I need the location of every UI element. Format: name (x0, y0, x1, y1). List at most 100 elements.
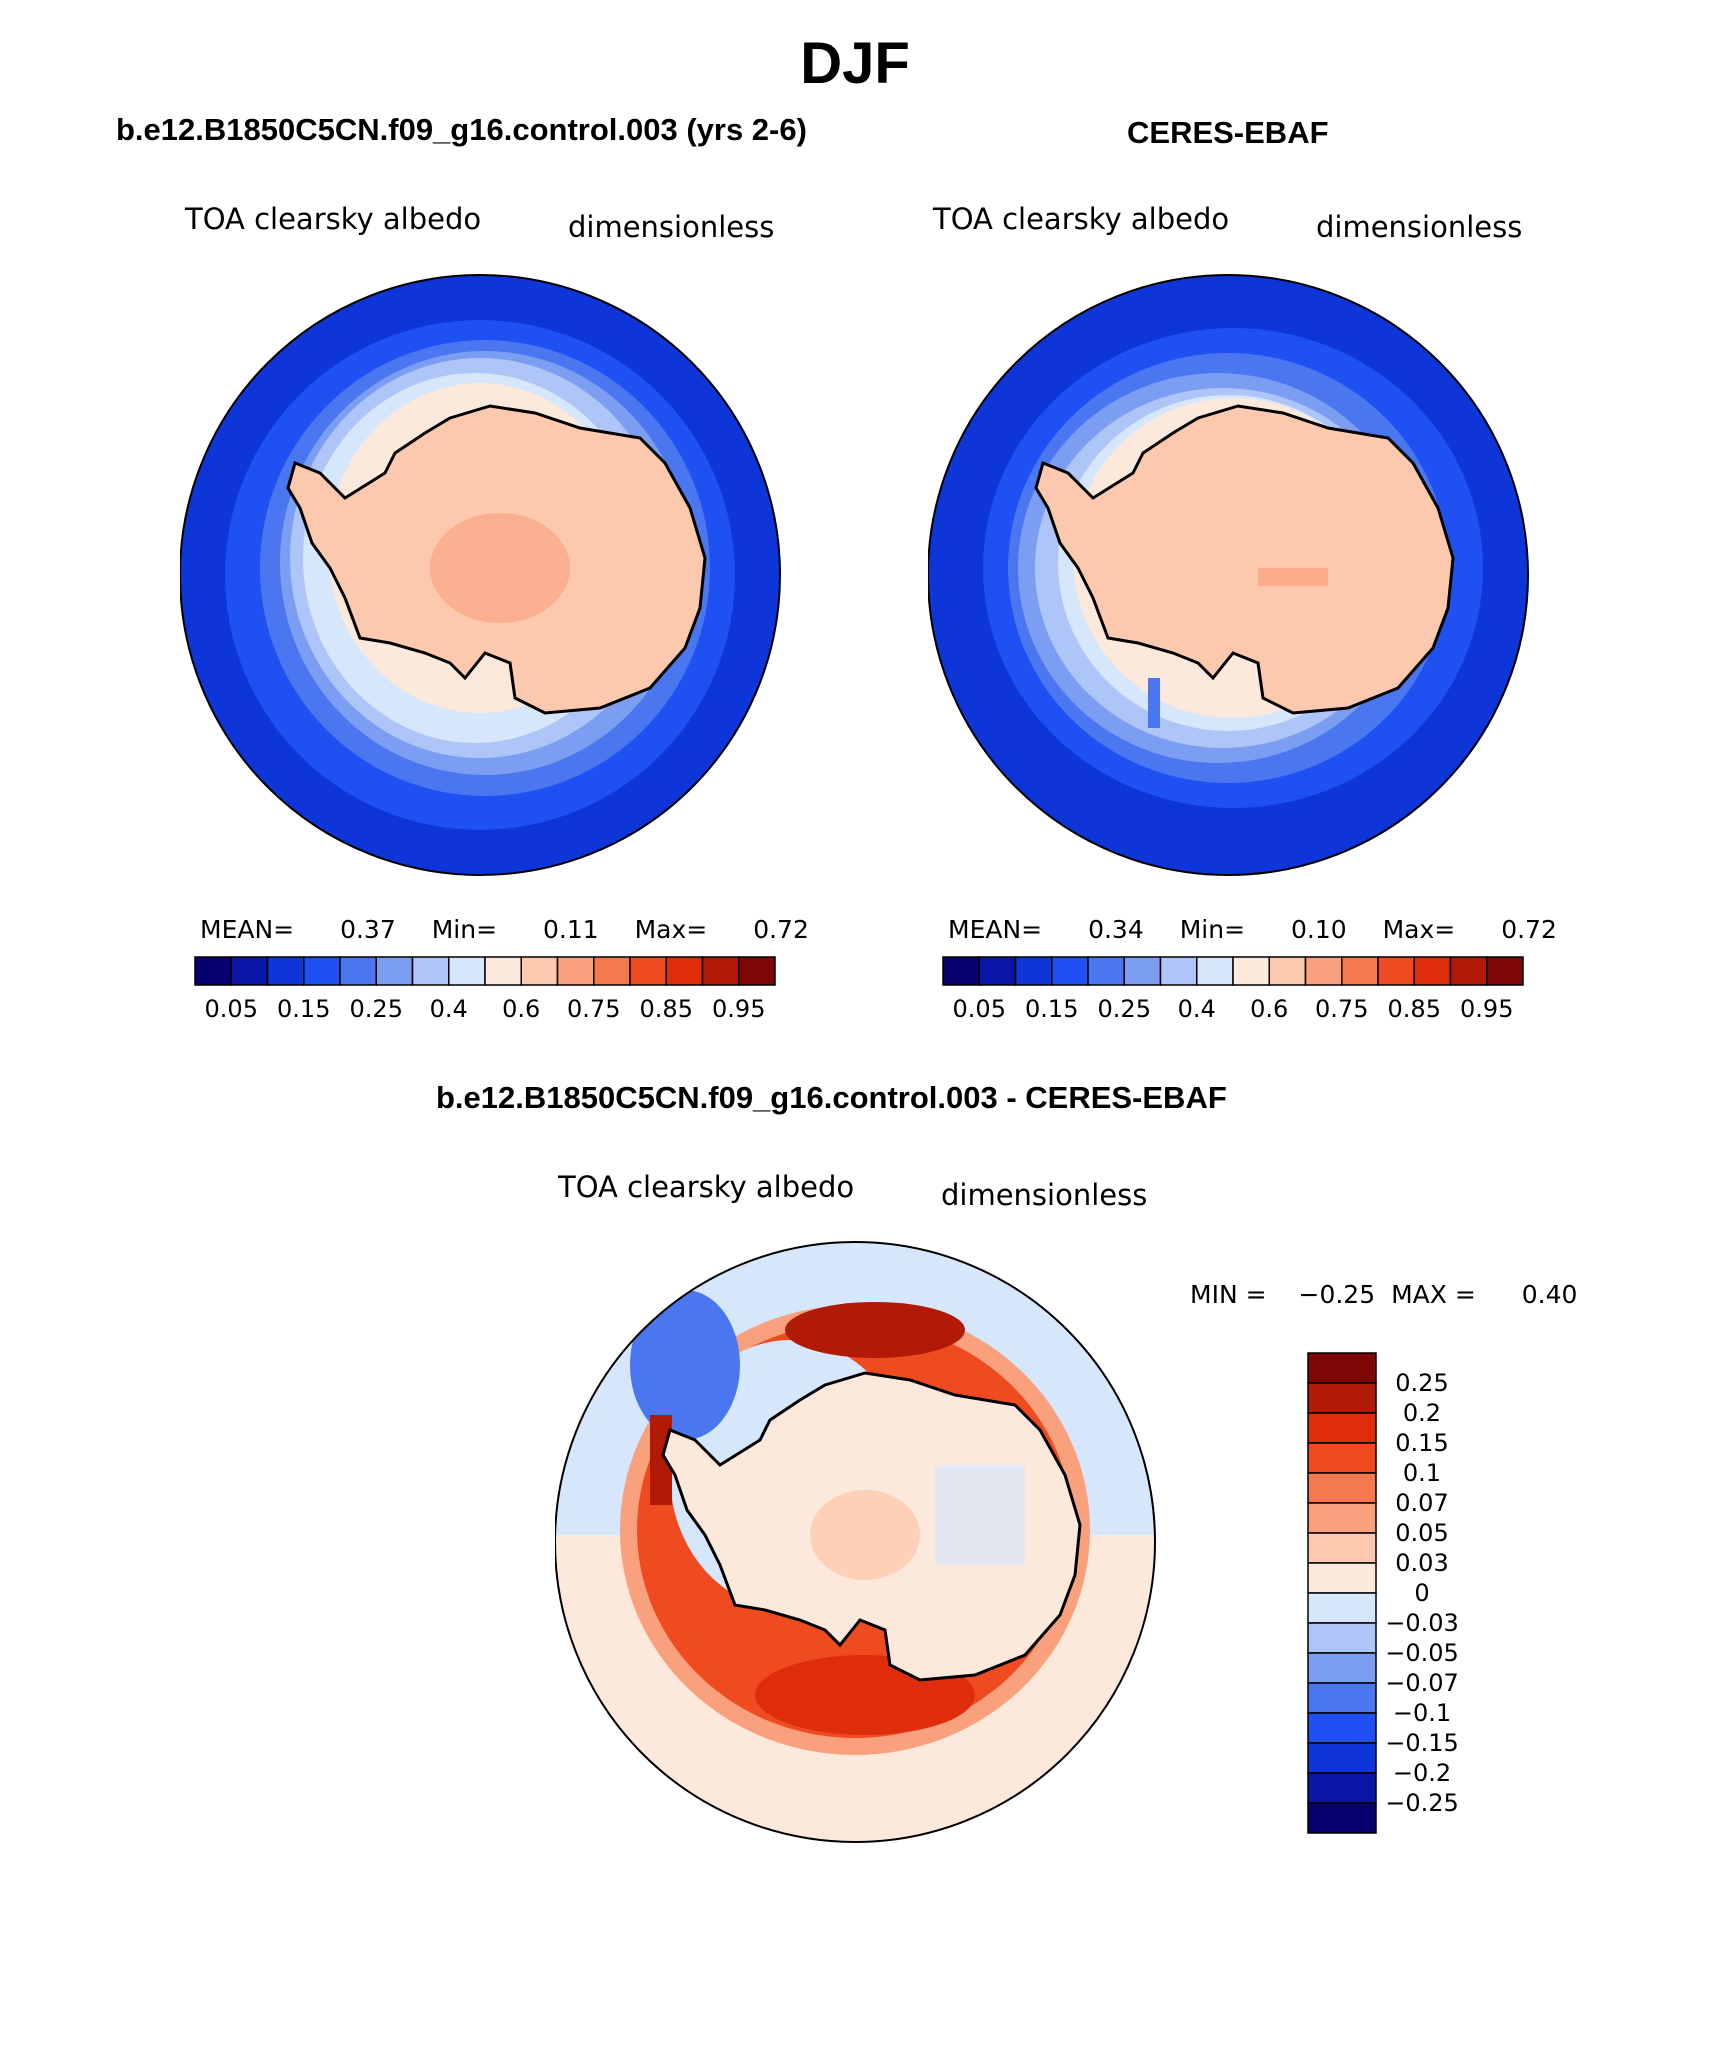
diff-colorbar-box (1307, 1442, 1377, 1474)
obs-colorbar-tick-label: 0.05 (953, 995, 1006, 1023)
diff-colorbar-box (1307, 1472, 1377, 1504)
diff-colorbar-tick-label: 0.03 (1395, 1549, 1448, 1577)
diff-panel-title: b.e12.B1850C5CN.f09_g16.control.003 - CE… (436, 1080, 1227, 1115)
model-colorbar-box (339, 956, 377, 986)
model-polar-map (180, 274, 781, 876)
diff-colorbar-box (1307, 1562, 1377, 1594)
obs-min-value: 0.10 (1290, 915, 1347, 944)
obs-colorbar-box (1486, 956, 1524, 986)
obs-colorbar-box (1413, 956, 1452, 986)
obs-colorbar-box (1014, 956, 1053, 986)
obs-colorbar-box (1232, 956, 1270, 986)
obs-colorbar-box (1159, 956, 1198, 986)
obs-min-label: Min= (1179, 915, 1246, 944)
diff-colorbar-box (1307, 1622, 1377, 1654)
diff-max-value: 0.40 (1521, 1280, 1578, 1309)
obs-colorbar-tick-label: 0.75 (1315, 995, 1368, 1023)
model-colorbar-box (665, 956, 704, 986)
model-max-label: Max= (634, 915, 708, 944)
diff-colorbar-box (1307, 1532, 1377, 1564)
model-units-label: dimensionless (568, 210, 775, 244)
diff-variable-label: TOA clearsky albedo (558, 1170, 855, 1204)
model-colorbar-box (194, 956, 232, 986)
obs-colorbar-tick-label: 0.15 (1025, 995, 1078, 1023)
diff-colorbar: 0.250.20.150.10.070.050.030−0.03−0.05−0.… (1307, 1352, 1459, 1834)
obs-colorbar-box (1341, 956, 1379, 986)
diff-colorbar-tick-label: −0.1 (1393, 1699, 1451, 1727)
diff-max-label: MAX = (1391, 1280, 1476, 1309)
model-colorbar-tick-label: 0.95 (712, 995, 765, 1023)
obs-mean-value: 0.34 (1088, 915, 1144, 944)
obs-colorbar: 0.05 0.15 0.25 0.4 0.6 0.75 0.85 0.95 (942, 956, 1524, 1023)
obs-colorbar-box (942, 956, 980, 986)
model-colorbar-box (738, 956, 776, 986)
diff-colorbar-tick-label: −0.25 (1385, 1789, 1459, 1817)
diff-colorbar-tick-label: 0.15 (1395, 1429, 1448, 1457)
diff-colorbar-box (1307, 1382, 1377, 1414)
diff-stats: MIN = −0.25 MAX = 0.40 (1190, 1280, 1577, 1309)
diff-colorbar-tick-label: −0.2 (1393, 1759, 1451, 1787)
diff-colorbar-tick-label: −0.03 (1385, 1609, 1459, 1637)
model-colorbar-box (629, 956, 667, 986)
model-colorbar-tick-label: 0.75 (567, 995, 620, 1023)
obs-colorbar-tick-label: 0.25 (1098, 995, 1151, 1023)
model-colorbar-tick-label: 0.25 (350, 995, 403, 1023)
model-min-label: Min= (431, 915, 498, 944)
model-mean-value: 0.37 (340, 915, 396, 944)
diff-colorbar-tick-label: 0 (1414, 1579, 1429, 1607)
diff-colorbar-tick-label: 0.07 (1395, 1489, 1448, 1517)
model-min-value: 0.11 (542, 915, 599, 944)
diff-colorbar-tick-label: −0.05 (1385, 1639, 1459, 1667)
diff-colorbar-box (1307, 1682, 1377, 1714)
model-colorbar-box (593, 956, 631, 986)
obs-colorbar-box (1087, 956, 1125, 986)
diff-min-label: MIN = (1190, 1280, 1267, 1309)
diff-colorbar-box (1307, 1712, 1377, 1744)
model-colorbar: 0.05 0.15 0.25 0.4 0.6 0.75 0.85 0.95 (194, 956, 776, 1023)
model-panel-title: b.e12.B1850C5CN.f09_g16.control.003 (yrs… (116, 112, 807, 147)
obs-colorbar-box (1304, 956, 1343, 986)
diff-colorbar-box (1307, 1652, 1377, 1684)
model-colorbar-box (230, 956, 269, 986)
obs-colorbar-box (1123, 956, 1162, 986)
obs-stats: MEAN= 0.34 Min= 0.10 Max= 0.72 (948, 915, 1557, 944)
model-colorbar-box (556, 956, 595, 986)
model-colorbar-tick-label: 0.05 (205, 995, 258, 1023)
model-colorbar-tick-label: 0.85 (640, 995, 693, 1023)
diff-colorbar-box (1307, 1412, 1377, 1444)
model-colorbar-tick-label: 0.15 (277, 995, 330, 1023)
diff-colorbar-tick-label: −0.07 (1385, 1669, 1459, 1697)
obs-colorbar-box (1268, 956, 1307, 986)
model-colorbar-box (303, 956, 341, 986)
diff-colorbar-tick-label: 0.1 (1403, 1459, 1441, 1487)
model-max-value: 0.72 (753, 915, 809, 944)
obs-polar-map (928, 274, 1529, 876)
obs-colorbar-box (1377, 956, 1415, 986)
model-colorbar-box (448, 956, 486, 986)
obs-max-value: 0.72 (1501, 915, 1557, 944)
obs-colorbar-box (1051, 956, 1089, 986)
model-colorbar-box (484, 956, 522, 986)
obs-mean-label: MEAN= (948, 915, 1043, 944)
page-title: DJF (800, 31, 910, 96)
model-colorbar-box (520, 956, 559, 986)
obs-max-label: Max= (1382, 915, 1456, 944)
obs-colorbar-tick-label: 0.95 (1460, 995, 1513, 1023)
obs-units-label: dimensionless (1316, 210, 1523, 244)
diff-colorbar-box (1307, 1742, 1377, 1774)
diff-colorbar-tick-label: −0.15 (1385, 1729, 1459, 1757)
obs-colorbar-tick-label: 0.85 (1388, 995, 1441, 1023)
model-colorbar-box (266, 956, 305, 986)
diff-colorbar-box (1307, 1502, 1377, 1534)
diff-min-value: −0.25 (1298, 1280, 1376, 1309)
model-colorbar-tick-label: 0.4 (430, 995, 468, 1023)
diff-colorbar-box (1307, 1592, 1377, 1624)
model-colorbar-box (375, 956, 414, 986)
diff-colorbar-tick-label: 0.25 (1395, 1369, 1448, 1397)
obs-antarctica-land (1034, 404, 1455, 715)
diff-colorbar-box (1307, 1772, 1377, 1804)
obs-colorbar-box (1449, 956, 1488, 986)
obs-colorbar-box (978, 956, 1017, 986)
obs-colorbar-tick-label: 0.6 (1250, 995, 1288, 1023)
diff-colorbar-tick-label: 0.2 (1403, 1399, 1441, 1427)
